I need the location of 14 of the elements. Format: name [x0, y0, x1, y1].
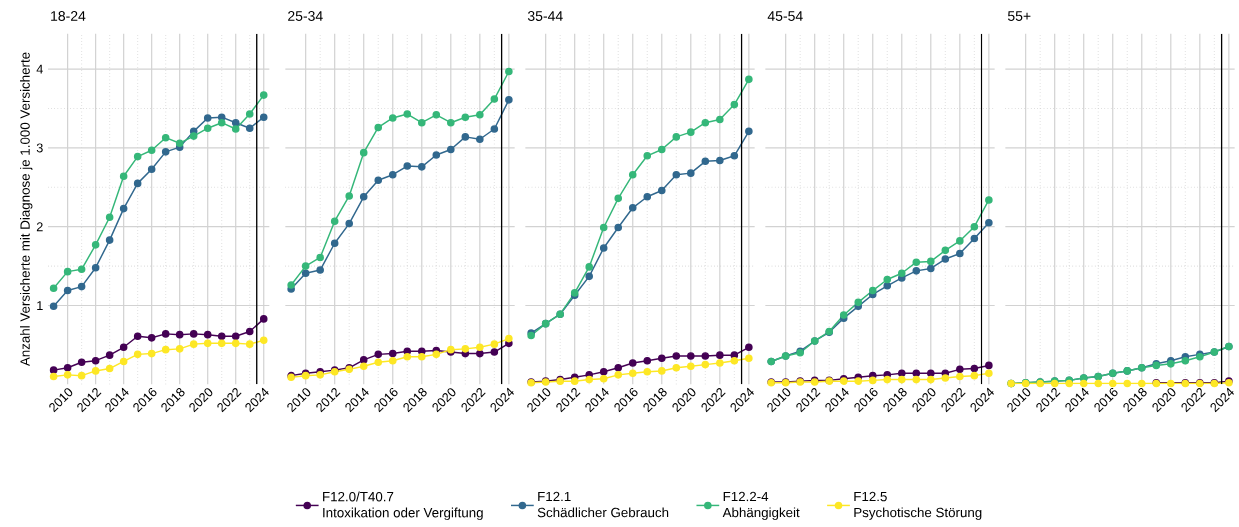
chart-title: 18-24	[51, 11, 86, 21]
y-tick-label: 1	[37, 301, 43, 310]
chart-title: 55+	[1007, 11, 1031, 21]
legend-label: F12.2-4 Abhängigkeit	[722, 491, 800, 520]
legend-label: F12.5 Psychotische Störung	[854, 491, 982, 520]
chart-title: 35-44	[527, 11, 563, 21]
legend-label: F12.0/T40.7 Intoxikation oder Vergiftung	[323, 491, 483, 521]
chart-title: 25-34	[288, 11, 323, 21]
chart-title: 45-54	[767, 11, 803, 21]
legend-label: F12.1 Schädlicher Gebrauch	[537, 491, 669, 518]
y-tick-label: 2	[36, 222, 43, 232]
y-axis-title: Anzahl Versicherte mit Diagnose je 1.000 Versicherte	[20, 52, 33, 367]
y-tick-label: 4	[36, 64, 43, 74]
y-tick-label: 3	[36, 143, 43, 153]
